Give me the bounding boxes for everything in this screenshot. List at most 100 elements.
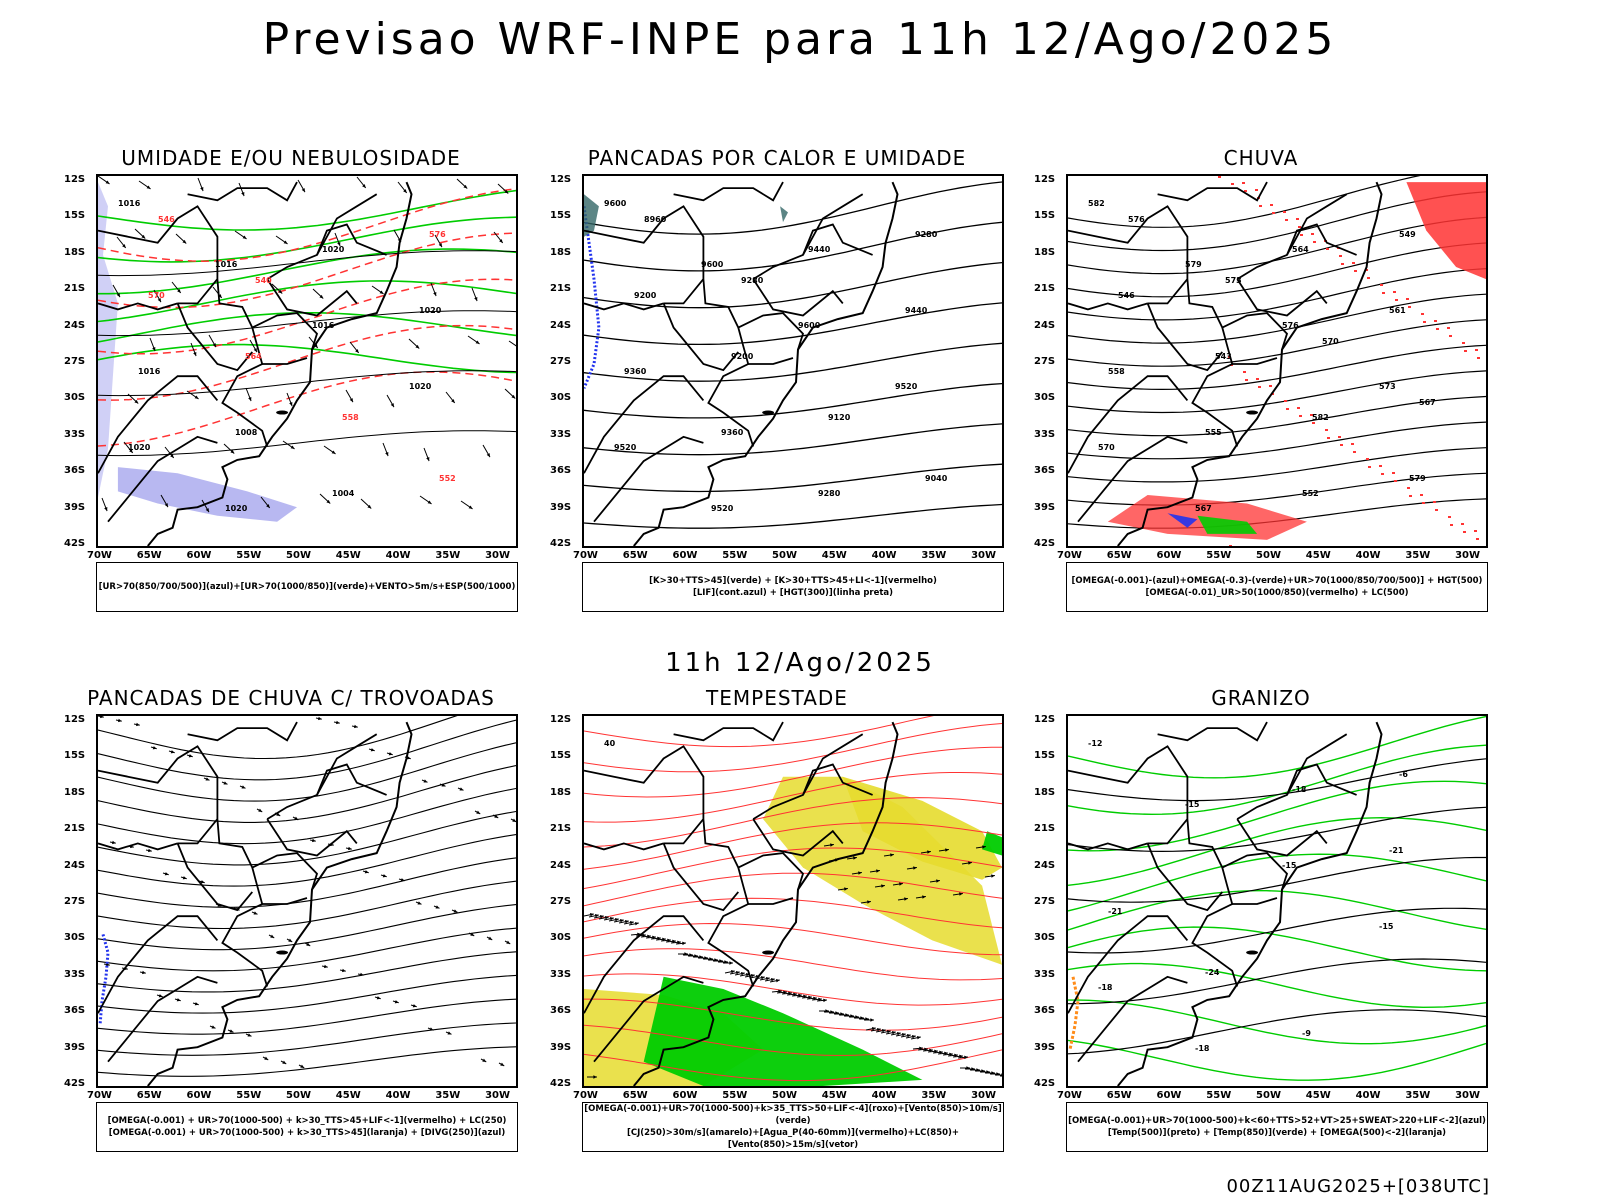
contour-line [98, 842, 178, 851]
wind-vector [174, 998, 181, 1002]
rain-dot [1341, 263, 1344, 265]
wind-vector [445, 391, 456, 404]
wind-vector [149, 337, 156, 352]
contour-line [1221, 312, 1289, 350]
lat-tick-label: 33S [64, 968, 86, 980]
wind-vector [729, 971, 740, 975]
contour-label: 9600 [701, 260, 724, 269]
rain-dot [1433, 501, 1436, 503]
map-canvas [98, 716, 516, 1086]
wind-vector [613, 919, 624, 923]
lon-tick-label: 60W [672, 550, 698, 561]
wind-vector [162, 872, 169, 876]
contour-line [1068, 1009, 1486, 1055]
contour-label: 1016 [312, 321, 335, 330]
lon-tick-label: 35W [1405, 550, 1431, 561]
contour-line [1068, 205, 1239, 447]
lat-tick-label: 27S [64, 896, 86, 908]
lon-tick-label: 30W [485, 1090, 511, 1101]
rain-dot [1259, 205, 1262, 207]
wind-vector [816, 998, 827, 1003]
wind-vector [415, 901, 422, 905]
wind-vector [640, 934, 651, 939]
lat-tick-label: 36S [1034, 1005, 1056, 1017]
contour-line [584, 382, 1002, 419]
wind-vector [349, 341, 360, 354]
contour-label: 1008 [235, 428, 258, 437]
map-canvas: 1016 1016 1016 1020 1020 1020 1020 1020 1016 1008… [98, 176, 516, 546]
contour-line [1286, 763, 1357, 796]
wind-vector [371, 285, 384, 295]
contour-label: -24 [1205, 968, 1220, 977]
wind-vector [456, 178, 468, 189]
wind-vector [98, 716, 104, 719]
contour-label: 8960 [644, 215, 667, 224]
lat-tick-label: 42S [550, 1078, 572, 1089]
rain-dot [1450, 524, 1453, 526]
lon-tick-label: 70W [573, 1090, 598, 1101]
contour-label: 570 [1322, 337, 1339, 346]
rain-dot [1243, 371, 1246, 373]
legend-line: [Temp(500)](preto) + [Temp(850)](verde) … [1107, 1128, 1447, 1138]
lon-tick-label: 40W [1355, 550, 1381, 561]
contour-label: 1016 [118, 199, 141, 208]
rain-dot [1463, 531, 1466, 533]
wind-vector [292, 816, 299, 821]
rain-dot [1421, 313, 1424, 315]
contour-label: 567 [1195, 504, 1212, 513]
contour-line [584, 463, 1002, 493]
contour-line [1068, 344, 1486, 391]
wind-vector [333, 720, 340, 725]
panel-title: GRANIZO [1211, 686, 1311, 710]
wind-vector [245, 387, 252, 402]
contour-label: -9 [1302, 1029, 1311, 1038]
rain-dot [1354, 270, 1357, 272]
wind-vector [655, 937, 666, 942]
contour-line [1068, 962, 1486, 1009]
lat-tick-label: 21S [1034, 283, 1056, 295]
contour-line [584, 261, 1002, 309]
wind-vector [769, 979, 780, 983]
contour-line [176, 303, 253, 372]
contour-line [1068, 976, 1080, 1050]
contour-line [584, 897, 1002, 929]
rain-dot [1245, 379, 1248, 381]
wind-vector [138, 180, 151, 190]
lat-tick-label: 27S [64, 356, 86, 368]
contour-line [1146, 843, 1223, 912]
wind-vector [262, 1056, 269, 1061]
contour-line [98, 927, 516, 972]
rain-dot [1229, 545, 1232, 546]
legend-line: [OMEGA(-0.01)_UR>50(1000/850)(vermelho) … [1145, 588, 1409, 598]
contour-line [1236, 733, 1348, 820]
contour-line [98, 205, 269, 447]
wind-vector [837, 887, 848, 891]
lon-tick-label: 30W [971, 1090, 997, 1101]
contour-label: 576 [1282, 321, 1299, 330]
panel-trovoadas: PANCADAS DE CHUVA C/ TROVOADAS [OMEGA(-0… [56, 686, 526, 1156]
wind-vector [875, 1029, 886, 1033]
lat-tick-label: 42S [550, 538, 572, 549]
wind-vector [645, 935, 656, 940]
contour-line [673, 181, 784, 202]
lat-tick-label: 36S [550, 1005, 572, 1017]
panel-title: TEMPESTADE [706, 686, 848, 710]
lat-tick-label: 15S [64, 750, 86, 762]
wind-vector [823, 843, 834, 847]
contour-line [147, 721, 413, 1086]
contour-line [584, 1049, 1002, 1082]
contour-line [584, 181, 1002, 235]
lat-tick-label: 39S [64, 1041, 86, 1053]
wind-vector [286, 392, 293, 407]
contour-line [1068, 745, 1239, 987]
contour-line [662, 843, 739, 912]
contour-line [98, 310, 516, 337]
contour-line [584, 797, 1002, 848]
rain-dot [1409, 495, 1412, 497]
contour-line [98, 934, 110, 1026]
wind-vector [410, 1004, 417, 1008]
wind-vector [160, 494, 169, 508]
wind-vector [510, 818, 516, 823]
wind-vector [957, 1055, 968, 1060]
contour-line [98, 787, 516, 845]
